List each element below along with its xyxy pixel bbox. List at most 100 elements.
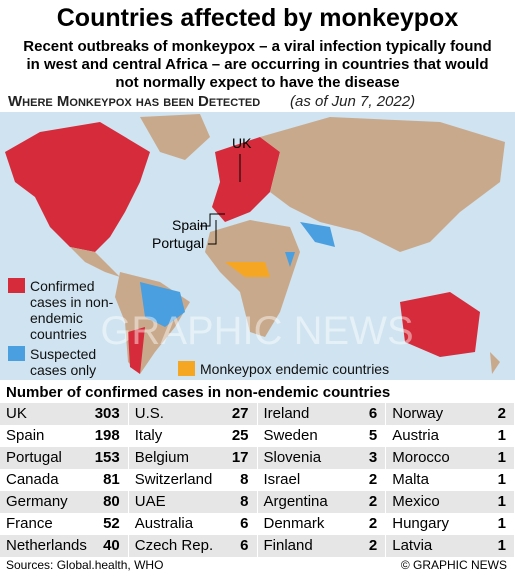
table-cell: Latvia 1 [386, 535, 515, 557]
map-label: Portugal [152, 235, 204, 251]
country: UK [6, 405, 27, 422]
case-count: 1 [497, 427, 506, 444]
table-cell: UAE 8 [129, 491, 258, 513]
table-cell: Argentina 2 [258, 491, 387, 513]
table-cell: Malta 1 [386, 469, 515, 491]
country: Switzerland [134, 471, 213, 488]
new-zealand [490, 352, 500, 374]
table-cell: Norway 2 [386, 403, 515, 425]
table-cell: Morocco 1 [386, 447, 515, 469]
country: Mexico [392, 493, 440, 510]
case-count: 2 [368, 515, 378, 532]
endemic [225, 262, 270, 277]
country: Sweden [263, 427, 318, 444]
table-title: Number of confirmed cases in non-endemic… [6, 384, 391, 401]
table-cell: Belgium 17 [129, 447, 258, 469]
legend-swatch [8, 346, 25, 361]
country: Slovenia [263, 449, 322, 466]
country: Finland [263, 537, 313, 554]
greenland [140, 114, 210, 160]
argentina [128, 327, 145, 374]
source: Sources: Global.health, WHO [6, 558, 164, 572]
table-row: UK 303 U.S. 27 Ireland 6 Norway 2 [0, 403, 515, 425]
country: Australia [134, 515, 194, 532]
table-cell: Portugal 153 [0, 447, 129, 469]
table-cell: Netherlands 40 [0, 535, 129, 557]
case-count: 6 [368, 405, 378, 422]
central-america [70, 247, 120, 277]
case-count: 17 [231, 449, 249, 466]
table-cell: UK 303 [0, 403, 129, 425]
table-cell: Finland 2 [258, 535, 387, 557]
table-cell: Slovenia 3 [258, 447, 387, 469]
table-cell: France 52 [0, 513, 129, 535]
table-row: Netherlands 40 Czech Rep. 6 Finland 2 Latvia 1 [0, 535, 515, 557]
country: Argentina [263, 493, 328, 510]
legend-label: Monkeypox endemic countries [200, 361, 390, 377]
country: Czech Rep. [134, 537, 214, 554]
country: UAE [134, 493, 166, 510]
case-count: 27 [231, 405, 249, 422]
table: UK 303 U.S. 27 Ireland 6 Norway 2 Spain 198 Italy 2… [0, 403, 515, 557]
case-count: 5 [368, 427, 378, 444]
legend-swatch [8, 278, 25, 293]
leader [200, 213, 225, 227]
table-cell: Czech Rep. 6 [129, 535, 258, 557]
table-cell: Sweden 5 [258, 425, 387, 447]
table-cell: Canada 81 [0, 469, 129, 491]
legend-label: Confirmed cases in non-endemic countries [30, 278, 114, 342]
country: Israel [263, 471, 301, 488]
middle-east [300, 222, 335, 247]
case-count: 303 [94, 405, 120, 422]
country: Belgium [134, 449, 189, 466]
subtitle: Recent outbreaks of monkeypox – a viral … [23, 38, 492, 91]
table-cell: Italy 25 [129, 425, 258, 447]
map-label: Spain [172, 217, 208, 233]
map-heading: Where Monkeypox has been Detected [8, 93, 261, 110]
table-row: Canada 81 Switzerland 8 Israel 2 Malta 1 [0, 469, 515, 491]
case-count: 2 [368, 493, 378, 510]
case-count: 6 [240, 515, 249, 532]
sudan [285, 252, 295, 267]
country: Latvia [392, 537, 433, 554]
table-cell: Australia 6 [129, 513, 258, 535]
europe [212, 137, 280, 222]
legend-swatch [178, 361, 195, 376]
table-row: Germany 80 UAE 8 Argentina 2 Mexico 1 [0, 491, 515, 513]
case-count: 40 [103, 537, 120, 554]
country: Austria [392, 427, 439, 444]
case-count: 2 [368, 471, 378, 488]
case-count: 2 [497, 405, 506, 422]
case-count: 81 [103, 471, 120, 488]
table-row: Spain 198 Italy 25 Sweden 5 Austria 1 [0, 425, 515, 447]
country: Canada [6, 471, 59, 488]
country: France [6, 515, 53, 532]
case-count: 80 [103, 493, 120, 510]
case-count: 3 [368, 449, 378, 466]
case-count: 153 [94, 449, 120, 466]
case-count: 25 [231, 427, 249, 444]
leader [208, 220, 217, 245]
watermark: GRAPHIC NEWS [100, 309, 413, 353]
table-cell: Israel 2 [258, 469, 387, 491]
country: Morocco [392, 449, 450, 466]
legend-label: Suspected cases only [30, 346, 97, 378]
africa [205, 220, 300, 337]
country: Spain [6, 427, 45, 444]
table-cell: Switzerland 8 [129, 469, 258, 491]
table-cell: Denmark 2 [258, 513, 387, 535]
brazil [140, 282, 185, 327]
australia [400, 292, 480, 357]
country: Malta [392, 471, 429, 488]
date-note: (as of Jun 7, 2022) [290, 93, 416, 110]
case-count: 1 [497, 471, 506, 488]
table-row: Portugal 153 Belgium 17 Slovenia 3 Morocco 1 [0, 447, 515, 469]
title: Countries affected by monkeypox [56, 4, 459, 32]
map-label: UK [232, 135, 252, 151]
country: Portugal [6, 449, 62, 466]
country: Hungary [392, 515, 449, 532]
country: Italy [134, 427, 163, 444]
case-count: 198 [94, 427, 120, 444]
table-cell: U.S. 27 [129, 403, 258, 425]
